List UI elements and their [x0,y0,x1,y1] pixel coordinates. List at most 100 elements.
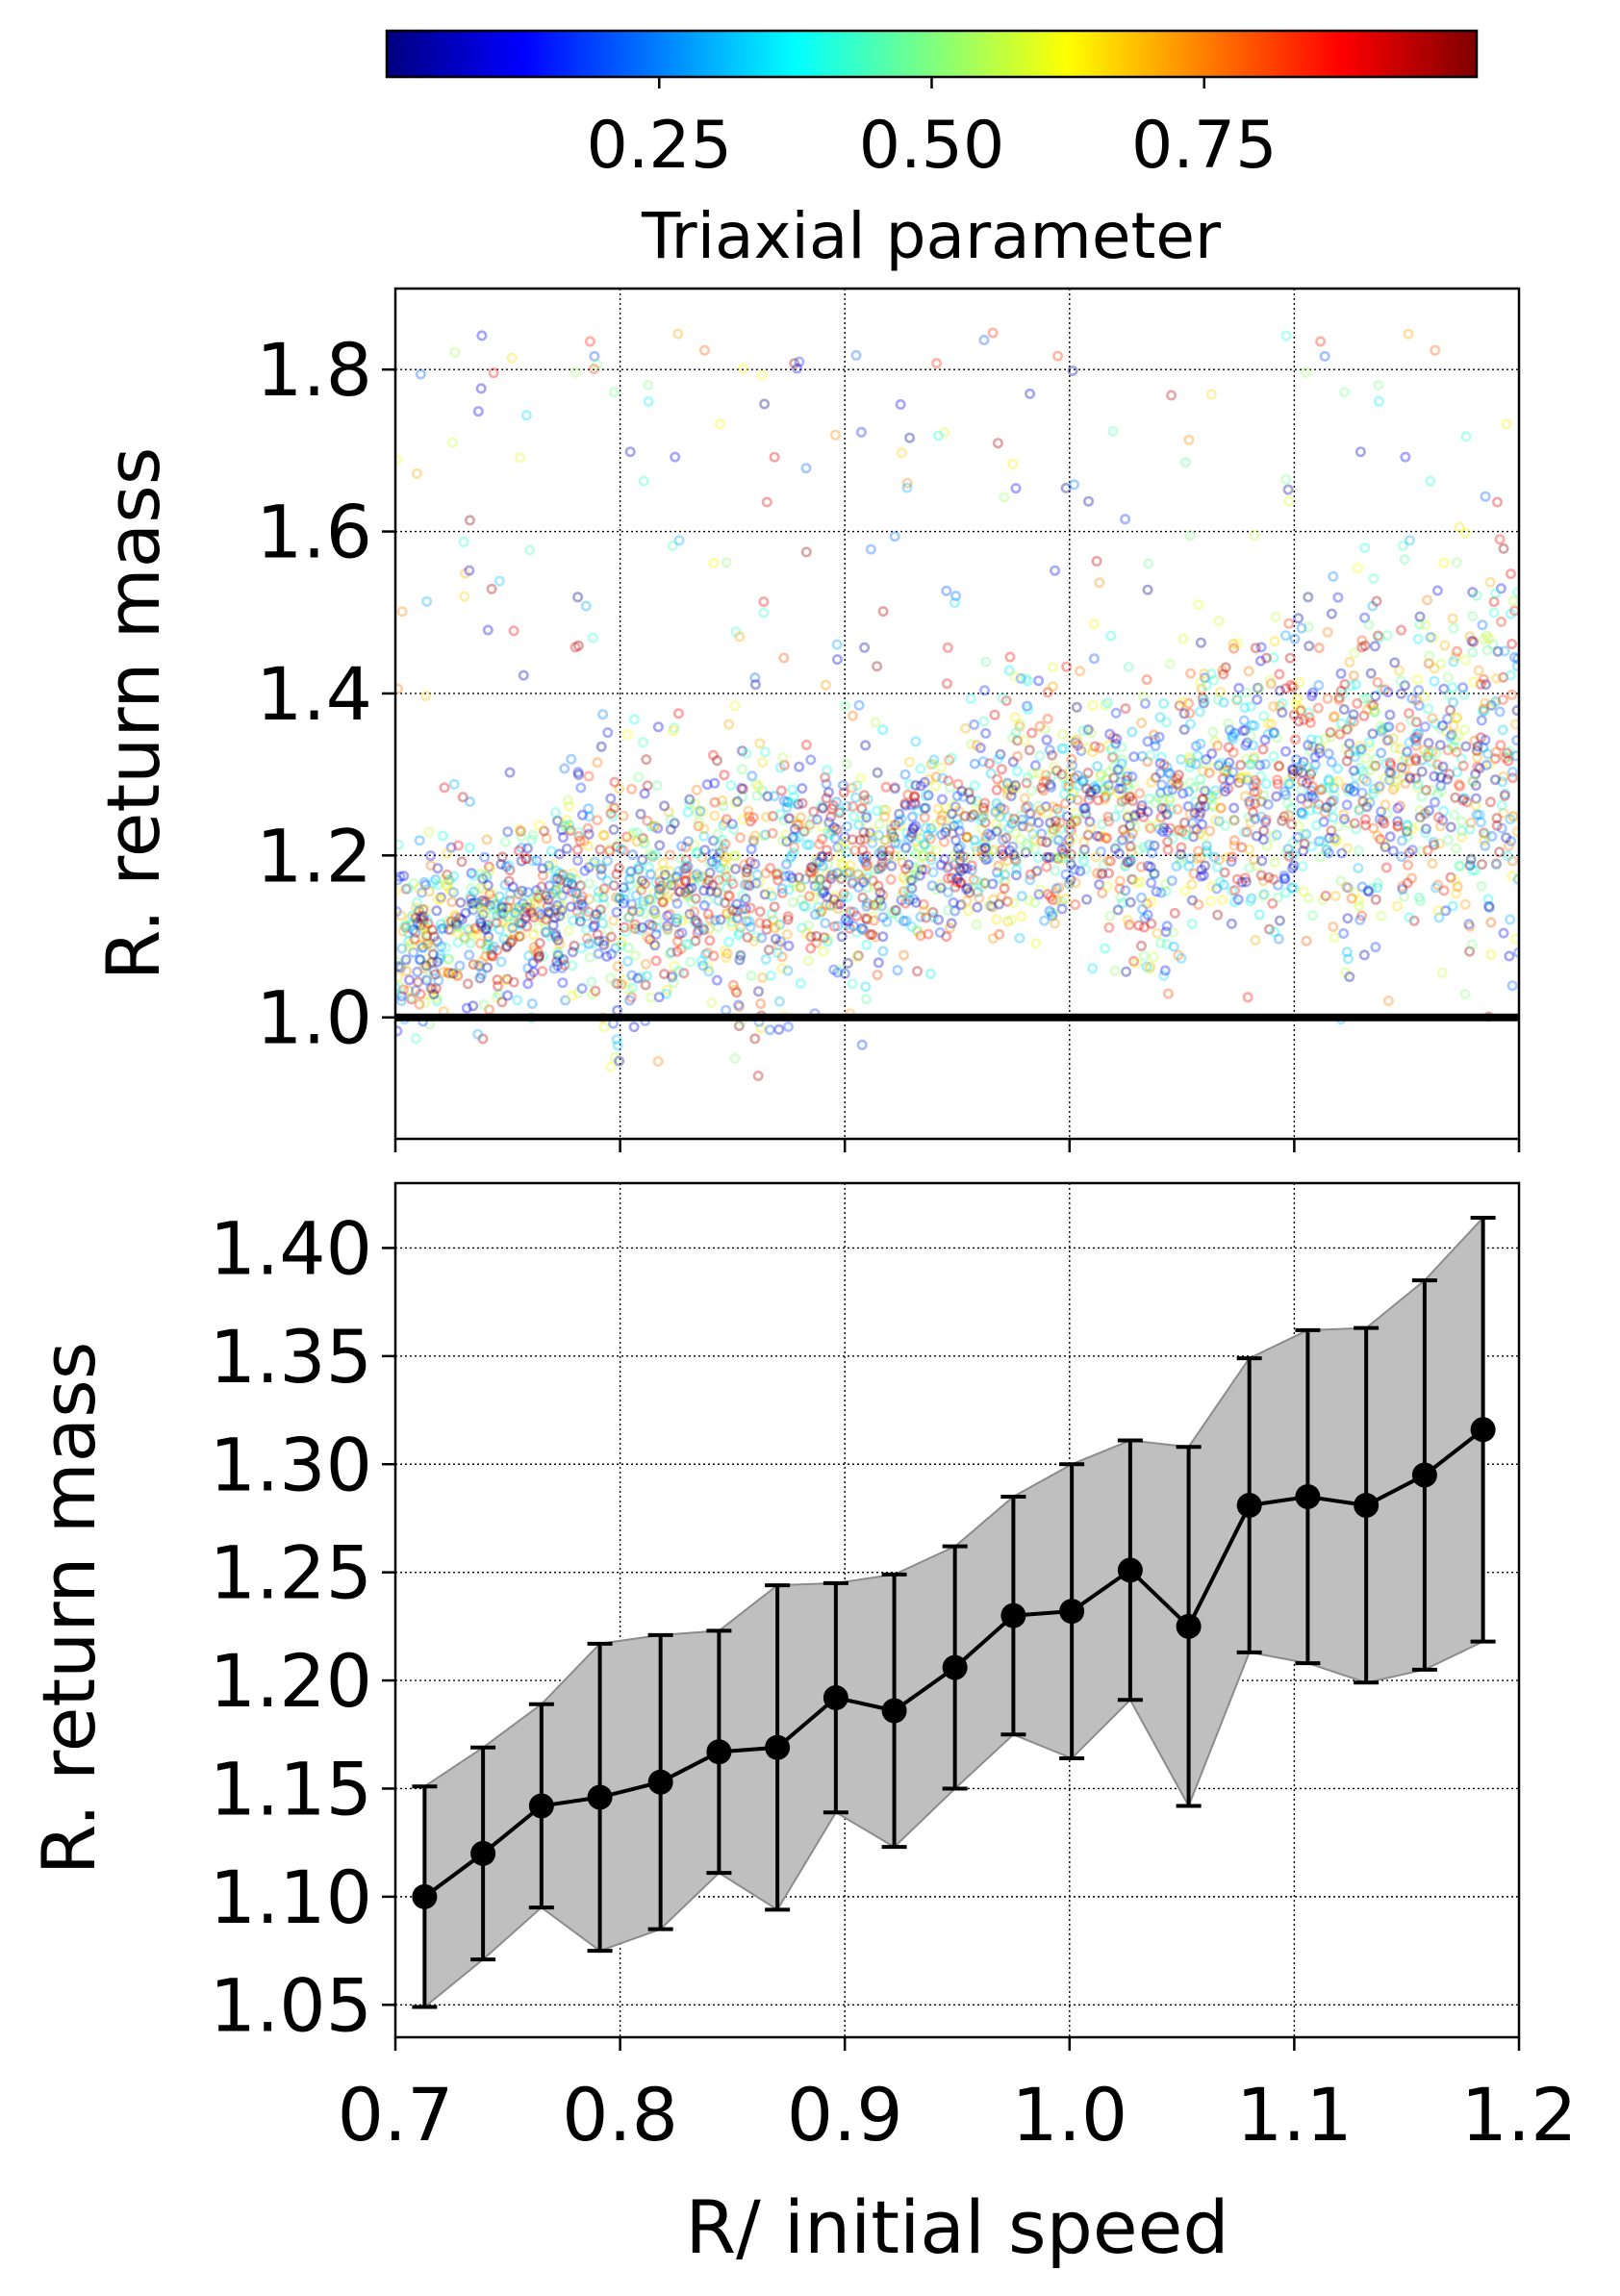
scatter-point [1169,775,1180,787]
scatter-point [1033,889,1045,900]
scatter-point [476,969,488,980]
scatter-point [715,914,726,925]
scatter-point [1183,434,1195,445]
scatter-point [663,806,674,818]
scatter-point [1161,808,1173,820]
scatter-point [1502,747,1513,759]
scatter-point [706,997,718,1009]
mean-point [1176,1613,1202,1639]
scatter-point [1184,707,1196,719]
scatter-point [1005,914,1017,925]
scatter-point [1370,942,1381,953]
scatter-point [1109,843,1121,854]
scatter-point [960,722,972,734]
scatter-point [1506,608,1517,619]
scatter-point [651,779,663,791]
scatter-point [971,875,982,887]
scatter-point [1410,694,1422,706]
scatter-point [816,820,827,832]
scatter-point [659,890,671,901]
scatter-point [584,336,595,347]
scatter-point [1280,330,1292,341]
scatter-point [1304,707,1315,719]
scatter-point [1339,387,1351,398]
scatter-point [607,811,619,822]
scatter-point [1136,892,1148,903]
scatter-point [979,877,991,889]
scatter-point [1481,630,1492,642]
scatter-point [698,924,710,936]
scatter-point [572,987,584,998]
scatter-point [1458,689,1470,700]
scatter-point [521,896,533,907]
scatter-point [1124,919,1135,930]
scatter-point [1361,704,1373,716]
scatter-point [1354,803,1365,815]
scatter-point [638,878,649,890]
scatter-point [1222,851,1233,863]
scatter-point [713,895,724,906]
scatter-point [995,802,1006,814]
scatter-point [465,795,476,807]
scatter-point [696,870,708,882]
scatter-point [1384,831,1396,843]
scatter-point [802,955,814,967]
scatter-point [1180,457,1192,468]
scatter-point [1328,570,1339,582]
scatter-point [598,939,610,950]
scatter-point [1186,895,1198,906]
scatter-point [1161,717,1173,728]
scatter-point [1353,863,1364,874]
scatter-point [874,895,886,906]
scatter-point [1225,774,1236,786]
scatter-point [1177,633,1189,644]
scatter-point [832,903,844,915]
scatter-point [795,812,806,823]
scatter-point [414,954,425,966]
scatter-point [593,886,604,897]
scatter-point [1239,791,1251,802]
scatter-point [1282,809,1294,820]
scatter-point [885,907,897,919]
scatter-point [528,966,540,977]
scatter-point [1279,873,1291,885]
scatter-point [1192,749,1203,761]
scatter-point [506,352,518,364]
scatter-point [1464,921,1476,932]
scatter-point [709,796,721,808]
scatter-point [628,714,640,725]
scatter-point [1267,831,1278,843]
scatter-point [608,880,620,892]
scatter-point [1244,862,1255,873]
scatter-point [1497,724,1508,736]
scatter-point [1421,784,1432,795]
scatter-point [1023,704,1034,716]
scatter-point [895,398,906,410]
scatter-point [809,909,821,921]
binned-ticks: 1.051.101.151.201.251.301.351.400.7 0.8 0.… [210,1205,1578,2157]
scatter-point [1195,800,1206,812]
scatter-point [462,978,473,990]
scatter-point [910,779,922,791]
scatter-point [1209,762,1221,773]
scatter-point [553,848,565,860]
scatter-point [523,949,535,961]
scatter-point [1342,843,1354,854]
scatter-point [1151,771,1162,783]
scatter-point [696,806,708,818]
scatter-point [944,754,955,766]
scatter-point [414,998,425,1010]
scatter-point [780,858,792,870]
scatter-point [1379,772,1390,784]
scatter-point [719,945,730,956]
scatter-point [822,934,833,946]
scatter-point [1377,684,1388,695]
scatter-point [1255,870,1267,881]
scatter-point [1304,641,1315,652]
scatter-point [1356,881,1368,893]
scatter-point [953,825,965,837]
scatter-point [695,805,706,817]
scatter-point [1196,683,1207,694]
scatter-point [1102,855,1114,867]
scatter-point [1414,618,1426,630]
